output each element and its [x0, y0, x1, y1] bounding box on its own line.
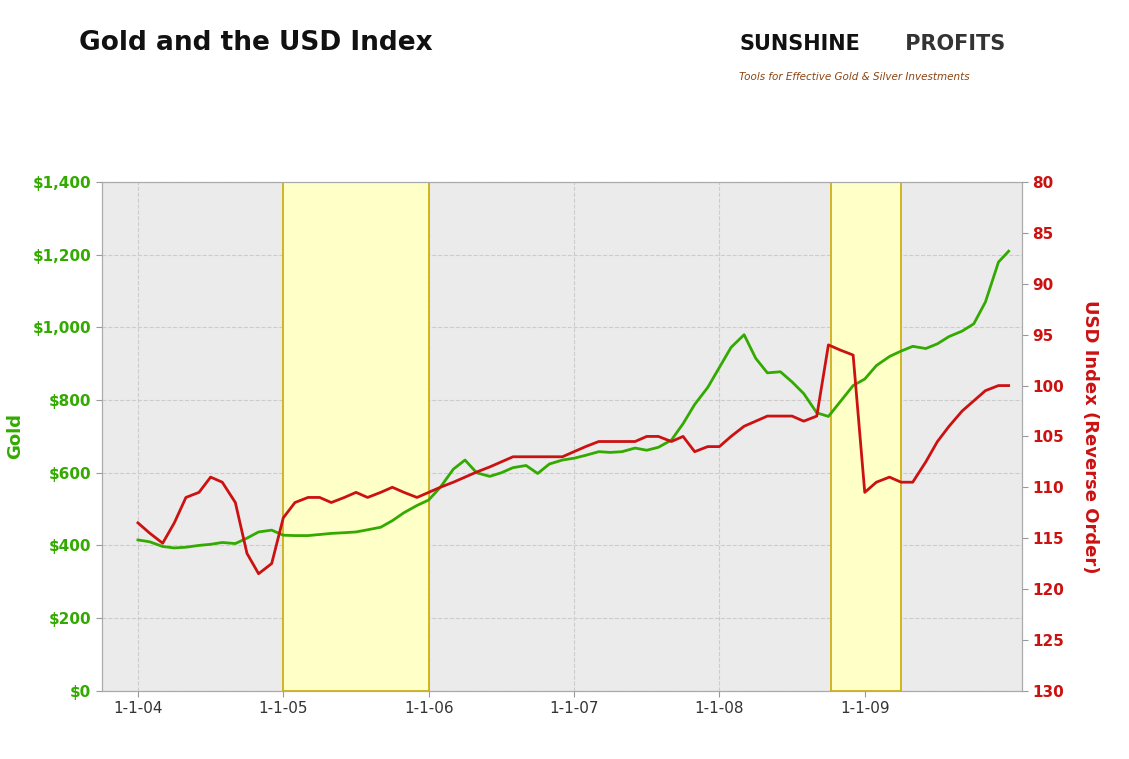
Text: Gold and the USD Index: Gold and the USD Index [79, 30, 432, 56]
Bar [283, 182, 429, 691]
Y-axis label: USD Index (Reverse Order): USD Index (Reverse Order) [1080, 300, 1099, 573]
Bar [831, 182, 901, 691]
Y-axis label: Gold: Gold [6, 414, 24, 459]
Text: Tools for Effective Gold & Silver Investments: Tools for Effective Gold & Silver Invest… [739, 72, 970, 82]
Text: PROFITS: PROFITS [898, 34, 1005, 54]
Text: SUNSHINE: SUNSHINE [739, 34, 860, 54]
